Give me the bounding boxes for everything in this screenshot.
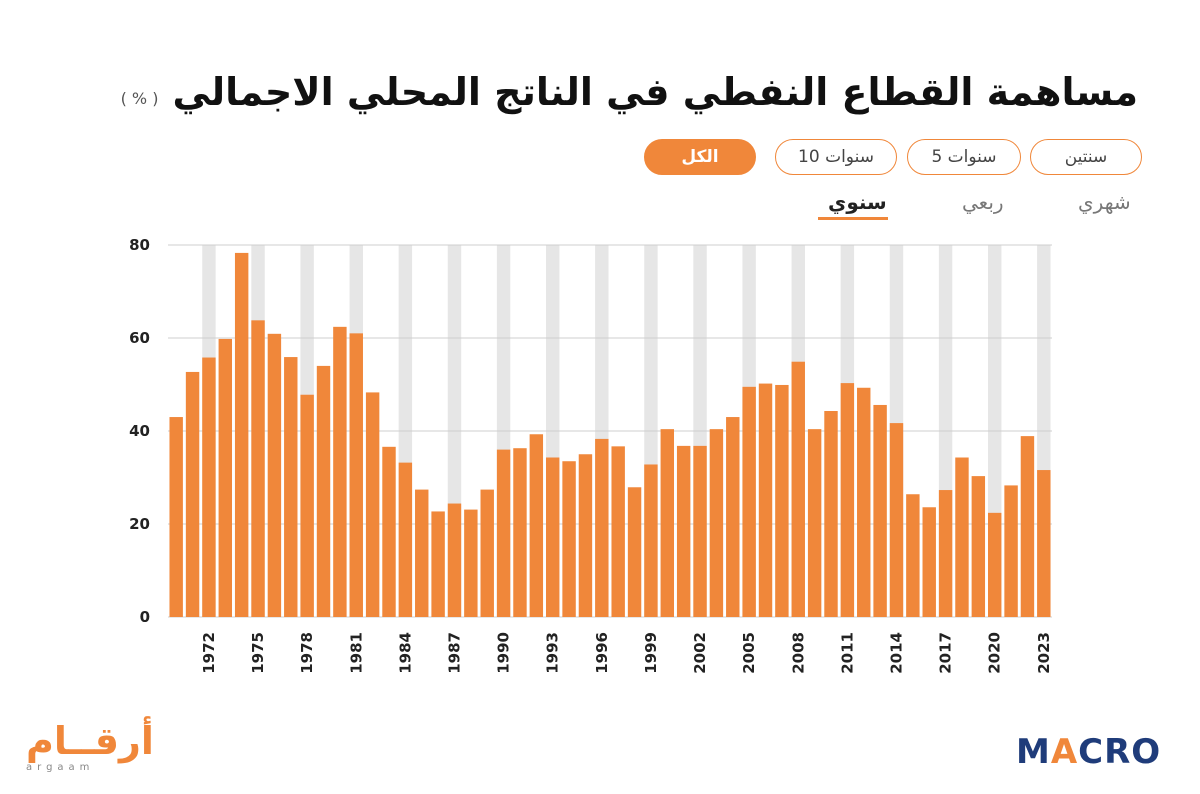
macro-logo: MACRO [1016,732,1161,772]
bar-1979 [316,365,331,617]
bar-1971 [185,371,200,617]
bar-1988 [464,509,478,617]
x-tick-label: 1972 [200,632,218,674]
x-tick-label: 1978 [298,632,316,674]
bar-1992 [529,434,544,617]
bar-2002 [693,445,707,617]
argaam-logo-latin: argaam [26,762,95,773]
x-tick-label: 1984 [396,632,414,674]
bar-1996 [595,438,609,617]
bar-1983 [382,446,396,617]
x-tick-label: 2005 [740,632,758,674]
bar-1993 [545,457,560,617]
macro-logo-rest: CRO [1078,732,1162,772]
unit-label: ( % ) [120,88,159,108]
x-tick-label: 1993 [544,632,562,674]
argaam-logo: أرقــام argaam [26,722,154,773]
bar-2004 [726,417,740,617]
bar-1994 [562,461,576,617]
x-tick-label: 2023 [1035,632,1053,674]
chart-header: مساهمة القطاع النفطي في الناتج المحلي ال… [121,70,1138,116]
x-tick-label: 1999 [642,632,660,674]
bar-1970 [169,417,183,617]
bar-1981 [349,333,363,617]
bar-1986 [431,511,445,617]
x-tick-label: 2008 [789,632,807,674]
macro-logo-a: A [1050,732,1079,772]
x-tick-label: 1975 [249,632,267,674]
y-tick-label: 20 [129,515,150,533]
y-tick-label: 40 [129,422,150,440]
bar-2010 [824,411,838,617]
bar-2018 [955,457,969,617]
active-tab-underline [818,217,888,220]
bar-1989 [480,489,494,617]
bar-2014 [889,423,904,617]
bar-1978 [300,394,314,617]
x-tick-label: 1987 [445,632,463,674]
bar-2022 [1020,436,1035,617]
bar-1976 [267,333,282,617]
bar-2003 [709,429,724,617]
y-tick-label: 0 [140,608,150,626]
x-tick-label: 2017 [937,632,955,674]
bar-1995 [578,454,593,617]
bar-1982 [365,392,380,617]
x-tick-label: 2020 [986,632,1004,674]
bar-2008 [791,361,805,617]
bar-1972 [202,357,216,617]
x-tick-label: 2002 [691,632,709,674]
range-button-10-years[interactable]: 10 سنوات [775,139,897,175]
bar-2016 [922,507,936,617]
bar-1980 [333,326,347,617]
bar-2020 [987,512,1002,617]
tab-monthly[interactable]: شهري [1078,190,1131,214]
bar-2021 [1004,485,1018,617]
argaam-logo-arabic: أرقــام [26,719,154,763]
bar-2019 [971,476,986,617]
bar-1999 [644,464,658,617]
range-button-all[interactable]: الكل [644,139,756,175]
bar-1973 [218,338,233,617]
bar-1984 [398,462,413,617]
chart-title: مساهمة القطاع النفطي في الناتج المحلي ال… [172,70,1138,114]
x-tick-label: 1981 [347,632,365,674]
bar-2017 [938,490,953,617]
macro-logo-m: M [1016,732,1051,772]
bar-2023 [1037,470,1051,617]
bar-2015 [906,494,920,617]
x-tick-label: 2011 [838,632,856,674]
y-tick-label: 60 [129,329,150,347]
x-tick-label: 1996 [593,632,611,674]
bar-2011 [840,383,855,617]
range-button-5-years[interactable]: 5 سنوات [907,139,1021,175]
bar-2009 [807,429,822,617]
bar-1974 [234,252,249,617]
bar-1985 [415,489,429,617]
bar-1987 [447,503,462,617]
bar-1997 [611,446,625,617]
x-tick-label: 2014 [887,632,905,674]
bar-2005 [742,386,756,617]
bar-1977 [284,357,298,617]
bar-2013 [873,404,887,617]
range-button-2-years[interactable]: سنتين [1030,139,1142,175]
bar-2012 [857,387,871,617]
bar-1975 [251,320,265,617]
bar-2007 [775,384,789,617]
bar-1998 [627,487,642,617]
bar-1990 [496,449,511,617]
tab-quarterly[interactable]: ربعي [962,190,1004,214]
bar-2000 [660,429,675,617]
bar-2001 [676,445,691,617]
tab-annual[interactable]: سنوي [828,190,887,214]
x-tick-label: 1990 [495,632,513,674]
bar-1991 [513,448,527,617]
y-tick-label: 80 [129,236,150,254]
bar-2006 [758,383,773,617]
